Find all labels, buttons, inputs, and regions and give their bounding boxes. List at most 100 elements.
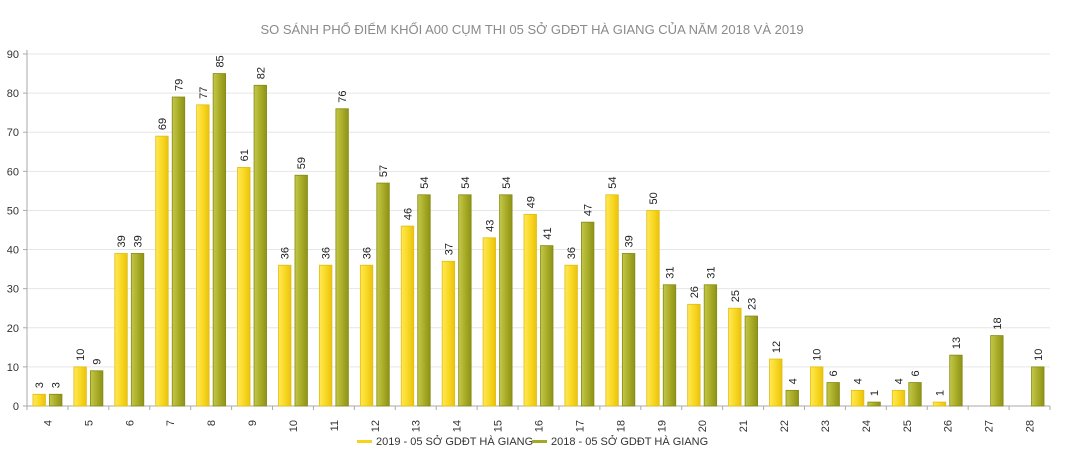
x-tick-label: 7: [165, 420, 177, 426]
bar-2018-14: [458, 194, 472, 407]
data-label-2018-14: 54: [460, 177, 472, 189]
bar-2019-21: [728, 307, 742, 407]
data-label-2019-14: 37: [443, 243, 455, 255]
data-label-2019-23: 10: [812, 349, 824, 361]
data-label-2018-11: 76: [337, 91, 349, 103]
x-tick-label: 11: [329, 420, 341, 431]
y-tick-label: 50: [7, 205, 19, 217]
data-label-2018-23: 6: [828, 370, 840, 376]
data-label-2018-10: 59: [296, 157, 308, 169]
x-tick-label: 8: [206, 420, 218, 426]
data-label-2018-24: 1: [869, 390, 881, 396]
bar-2019-7: [155, 135, 169, 407]
data-label-2019-8: 77: [198, 87, 210, 99]
x-tick-label: 25: [902, 420, 914, 432]
data-label-2018-13: 54: [419, 177, 431, 189]
bar-2018-13: [417, 194, 431, 407]
bar-2019-4: [32, 393, 46, 407]
y-tick-label: 70: [7, 127, 19, 139]
data-label-2019-7: 69: [157, 118, 169, 130]
bar-2019-15: [482, 237, 496, 407]
data-label-2018-25: 6: [910, 370, 922, 376]
bar-2018-28: [1031, 366, 1045, 407]
bar-2019-11: [318, 264, 333, 407]
bar-2019-22: [769, 358, 783, 407]
data-label-2018-18: 39: [624, 235, 636, 247]
legend-swatch-2018: [532, 440, 547, 443]
data-label-2018-12: 57: [378, 165, 390, 177]
bar-2019-17: [564, 264, 578, 407]
data-label-2018-16: 41: [542, 227, 554, 239]
y-tick-label: 90: [7, 49, 19, 61]
x-tick-label: 9: [247, 420, 259, 426]
bar-2018-25: [908, 382, 922, 407]
bar-2019-14: [441, 260, 456, 407]
bar-2019-23: [810, 366, 824, 407]
x-tick-label: 24: [861, 420, 873, 432]
bar-2019-16: [523, 213, 537, 407]
data-label-2018-5: 9: [92, 359, 104, 365]
bar-2018-4: [49, 393, 63, 407]
bar-2018-10: [294, 174, 308, 407]
data-label-2019-4: 3: [34, 382, 46, 388]
bar-2018-9: [253, 84, 267, 407]
legend-label-2018: 2018 - 05 SỞ GDĐT HÀ GIANG: [551, 435, 708, 448]
data-label-2018-27: 18: [992, 317, 1004, 329]
x-tick-label: 28: [1025, 420, 1037, 432]
data-label-2018-8: 85: [214, 55, 226, 67]
x-tick-label: 14: [452, 420, 464, 432]
y-tick-label: 80: [7, 88, 19, 100]
bar-2018-18: [621, 253, 636, 407]
data-label-2018-21: 23: [746, 298, 758, 310]
y-tick-label: 20: [7, 323, 19, 335]
data-label-2018-7: 79: [173, 79, 185, 91]
data-label-2018-4: 3: [51, 382, 63, 388]
data-label-2018-22: 4: [787, 378, 799, 384]
data-label-2018-20: 31: [705, 267, 717, 279]
bar-2018-7: [171, 96, 186, 407]
data-label-2019-19: 50: [648, 192, 660, 204]
x-tick-label: 19: [656, 420, 668, 432]
data-label-2018-19: 31: [665, 267, 677, 279]
data-label-2019-13: 46: [402, 208, 414, 220]
x-tick-label: 23: [820, 420, 832, 432]
data-label-2019-12: 36: [362, 247, 374, 259]
x-tick-label: 15: [493, 420, 505, 432]
bar-2018-23: [826, 382, 840, 407]
bar-2019-26: [932, 401, 947, 407]
x-tick-label: 22: [779, 420, 791, 432]
x-tick-label: 16: [534, 420, 546, 432]
data-label-2019-16: 49: [525, 196, 537, 208]
y-tick-label: 60: [7, 166, 19, 178]
bar-2019-13: [400, 225, 415, 407]
data-label-2018-26: 13: [951, 337, 963, 349]
bar-2018-22: [785, 389, 799, 407]
data-label-2019-25: 4: [894, 378, 906, 384]
bar-2018-26: [949, 354, 963, 407]
data-label-2018-28: 10: [1033, 349, 1045, 361]
x-tick-label: 5: [83, 420, 95, 426]
bar-2018-27: [990, 335, 1004, 407]
data-label-2019-21: 25: [730, 290, 742, 302]
x-tick-label: 21: [738, 420, 750, 432]
bar-2018-17: [581, 221, 595, 407]
data-label-2019-17: 36: [566, 247, 578, 259]
legend-item-2018[interactable]: 2018 - 05 SỞ GDĐT HÀ GIANG: [532, 435, 708, 448]
x-tick-label: 4: [42, 420, 54, 426]
bar-2019-9: [237, 167, 251, 407]
x-tick-label: 6: [124, 420, 136, 426]
bar-2018-12: [376, 182, 390, 407]
bar-2018-16: [540, 245, 554, 407]
data-label-2018-15: 54: [501, 177, 513, 189]
legend: 2019 - 05 SỞ GDĐT HÀ GIANG 2018 - 05 SỞ …: [357, 435, 708, 448]
bar-2019-10: [278, 264, 292, 407]
data-label-2019-9: 61: [239, 149, 251, 161]
bar-2018-5: [89, 370, 104, 407]
legend-item-2019[interactable]: 2019 - 05 SỞ GDĐT HÀ GIANG: [357, 435, 533, 448]
y-tick-label: 10: [7, 362, 19, 374]
x-tick-label: 18: [615, 420, 627, 432]
bars: [32, 73, 1045, 407]
legend-label-2019: 2019 - 05 SỞ GDĐT HÀ GIANG: [376, 435, 533, 448]
